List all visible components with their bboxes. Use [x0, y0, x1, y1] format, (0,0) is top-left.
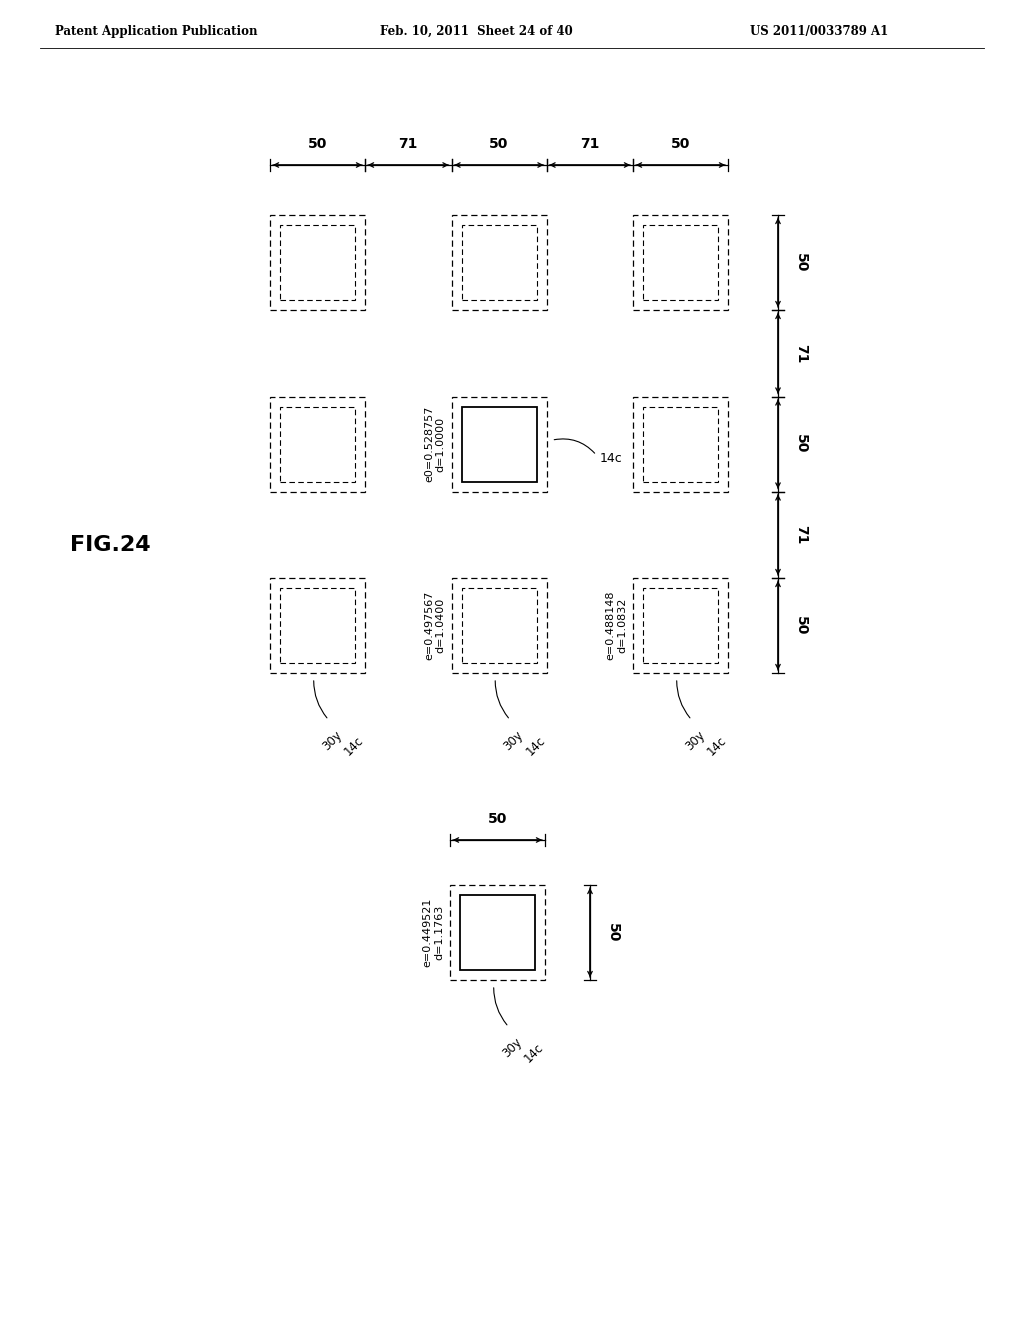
Bar — [462, 407, 537, 482]
Text: 14c: 14c — [522, 1041, 546, 1065]
Text: 50: 50 — [794, 434, 808, 454]
Text: 71: 71 — [794, 343, 808, 363]
Text: 71: 71 — [580, 137, 599, 150]
Text: 30y: 30y — [502, 729, 525, 752]
Bar — [270, 396, 365, 491]
Bar — [452, 578, 547, 673]
Text: 30y: 30y — [683, 729, 708, 752]
Text: 30y: 30y — [500, 1035, 524, 1060]
Text: 50: 50 — [794, 616, 808, 635]
Bar — [633, 396, 728, 491]
Bar — [270, 215, 365, 310]
Bar — [280, 407, 355, 482]
Bar — [643, 224, 718, 300]
Text: FIG.24: FIG.24 — [70, 535, 151, 554]
Text: 14c: 14c — [342, 734, 366, 758]
Bar — [462, 224, 537, 300]
Bar — [450, 884, 545, 979]
Bar — [460, 895, 535, 970]
Bar — [643, 587, 718, 663]
Text: 14c: 14c — [599, 451, 623, 465]
Bar — [452, 215, 547, 310]
Bar — [280, 224, 355, 300]
Text: 71: 71 — [794, 525, 808, 544]
Text: 50: 50 — [308, 137, 328, 150]
Text: 14c: 14c — [523, 734, 548, 758]
Text: 50: 50 — [794, 253, 808, 272]
Bar — [280, 587, 355, 663]
Text: e=0.449521
d=1.1763: e=0.449521 d=1.1763 — [423, 898, 444, 968]
Bar — [633, 578, 728, 673]
Text: 71: 71 — [398, 137, 418, 150]
Text: Patent Application Publication: Patent Application Publication — [55, 25, 257, 38]
Text: e=0.497567
d=1.0400: e=0.497567 d=1.0400 — [424, 591, 445, 660]
Text: e=0.488148
d=1.0832: e=0.488148 d=1.0832 — [605, 591, 627, 660]
Bar — [462, 587, 537, 663]
Bar — [270, 578, 365, 673]
Text: 50: 50 — [606, 923, 620, 942]
Bar — [643, 407, 718, 482]
Text: e0=0.528757
d=1.0000: e0=0.528757 d=1.0000 — [424, 405, 445, 482]
Text: 50: 50 — [489, 137, 509, 150]
Text: 14c: 14c — [705, 734, 729, 758]
Text: 50: 50 — [487, 812, 507, 826]
Text: US 2011/0033789 A1: US 2011/0033789 A1 — [750, 25, 888, 38]
Text: 30y: 30y — [319, 729, 344, 752]
Bar — [452, 396, 547, 491]
Bar — [633, 215, 728, 310]
Text: 50: 50 — [671, 137, 690, 150]
Text: Feb. 10, 2011  Sheet 24 of 40: Feb. 10, 2011 Sheet 24 of 40 — [380, 25, 572, 38]
